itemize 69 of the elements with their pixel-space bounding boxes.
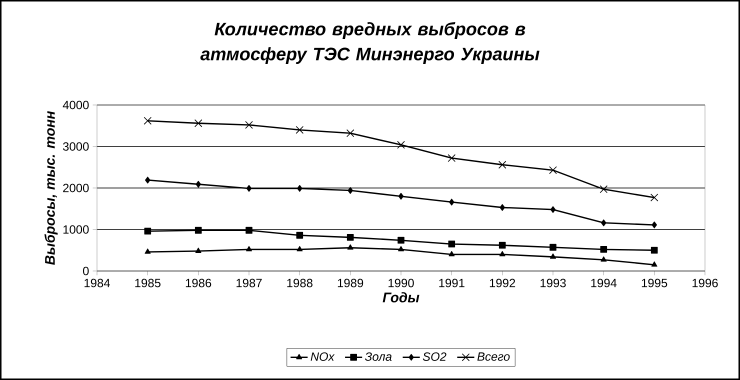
point — [296, 232, 304, 239]
x-tick-label: 1994 — [591, 278, 617, 288]
point — [144, 228, 152, 235]
point — [448, 240, 456, 248]
point — [346, 129, 354, 138]
x-tick-label: 1995 — [642, 278, 668, 288]
x-tick-label: 1991 — [439, 278, 464, 288]
point — [550, 253, 556, 259]
point — [398, 192, 404, 200]
point — [398, 236, 404, 244]
point — [297, 185, 302, 192]
x-tick-label: 1996 — [692, 278, 718, 288]
point — [652, 222, 657, 228]
legend-label: Зола — [364, 352, 392, 361]
point — [650, 194, 658, 202]
point — [296, 126, 304, 134]
y-tick-label: 1000 — [63, 225, 89, 234]
y-axis-title: Выбросы, тыс. тонн — [44, 111, 58, 265]
y-tick-label: 0 — [83, 266, 89, 276]
point — [347, 244, 354, 250]
x-tick-label: 1992 — [490, 278, 516, 288]
point — [296, 246, 303, 252]
point — [397, 140, 405, 149]
point — [196, 180, 201, 188]
point — [144, 116, 152, 125]
legend-label: NOx — [310, 352, 335, 361]
point — [144, 248, 151, 254]
point — [346, 234, 354, 241]
point — [145, 176, 150, 184]
point — [600, 246, 608, 253]
y-tick-label: 3000 — [62, 142, 89, 151]
point — [194, 226, 202, 234]
point — [600, 185, 608, 194]
y-tick-label: 4000 — [62, 100, 89, 110]
point — [246, 246, 252, 252]
point — [245, 120, 253, 129]
x-tick-label: 1985 — [135, 278, 161, 288]
point — [601, 219, 606, 226]
point — [398, 246, 404, 252]
legend-label: SO2 — [422, 352, 446, 361]
x-tick-label: 1987 — [236, 278, 262, 288]
y-tick-label: 2000 — [63, 184, 89, 192]
x-tick-label: 1984 — [84, 278, 110, 288]
point — [449, 198, 454, 206]
x-tick-label: 1986 — [186, 278, 212, 288]
point — [195, 248, 202, 253]
x-tick-label: 1990 — [388, 278, 414, 288]
point — [650, 246, 658, 254]
point — [550, 206, 556, 213]
point — [498, 242, 506, 249]
point — [651, 261, 658, 267]
point — [499, 250, 506, 256]
chart-title: Количество вредных выбросов в атмосферу ТЭС Минэнерго Украины — [200, 22, 540, 64]
point — [600, 256, 607, 262]
x-tick-label: 1989 — [338, 278, 364, 288]
point — [550, 244, 556, 251]
point — [348, 187, 353, 194]
x-tick-label: 1993 — [540, 278, 566, 288]
point — [194, 119, 202, 128]
point — [448, 250, 455, 256]
point — [246, 226, 252, 234]
point — [448, 154, 456, 162]
point — [500, 204, 505, 211]
legend-label: Всего — [477, 352, 510, 361]
point — [498, 160, 506, 169]
x-axis-title: Годы — [382, 292, 420, 302]
point — [549, 166, 557, 174]
x-tick-label: 1988 — [287, 278, 312, 288]
point — [246, 185, 252, 192]
